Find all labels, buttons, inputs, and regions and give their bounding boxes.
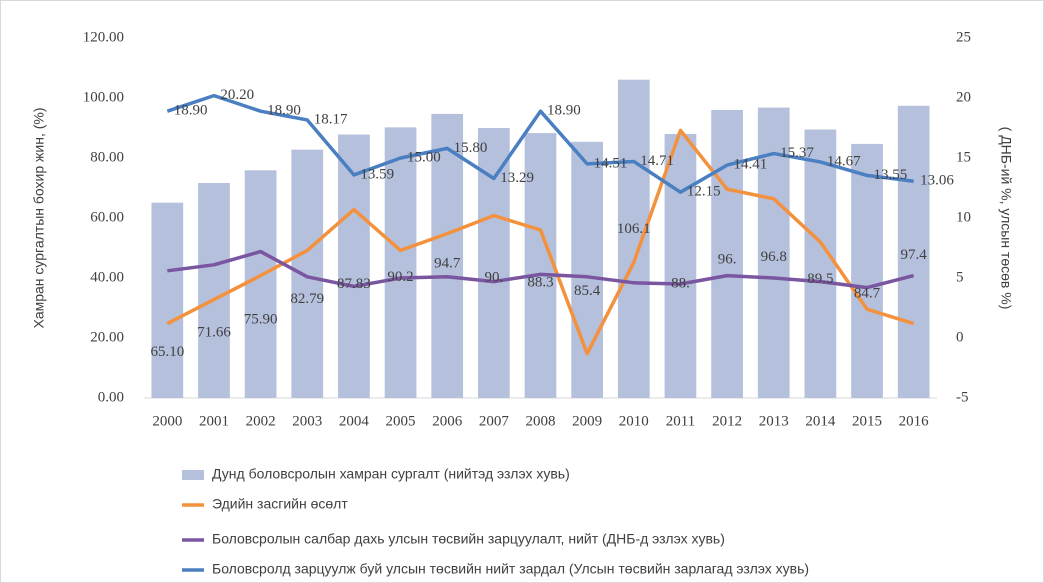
bar	[664, 134, 697, 398]
line-series	[166, 93, 914, 194]
data-label: 15.37	[780, 145, 814, 161]
y2-axis-label: ( ДНБ-ий %, улсын төсөв %)	[998, 127, 1014, 310]
data-label: 14.67	[827, 153, 861, 169]
bar	[897, 105, 930, 399]
data-label: 85.4	[574, 283, 601, 299]
data-label: 71.66	[197, 324, 231, 340]
y-tick-label: 0.00	[98, 389, 124, 405]
data-label: 18.90	[547, 103, 581, 119]
data-label: 13.29	[500, 170, 534, 186]
data-label: 13.55	[873, 167, 907, 183]
y2-tick-label: 15	[956, 149, 971, 165]
bar	[804, 129, 837, 398]
bar	[571, 141, 604, 399]
x-tick-label: 2007	[479, 413, 510, 429]
data-label: 15.00	[407, 149, 441, 165]
data-label: 82.79	[290, 291, 324, 307]
data-label: 14.71	[640, 153, 674, 169]
bar	[384, 127, 417, 399]
data-label: 96.	[718, 251, 737, 267]
x-tick-label: 2011	[666, 413, 695, 429]
data-label: 90.	[484, 269, 503, 285]
bar	[524, 133, 557, 398]
data-label: 18.90	[267, 103, 301, 119]
y2-tick-label: 0	[956, 329, 964, 345]
y2-tick-label: -5	[956, 389, 969, 405]
data-label: 89.5	[807, 271, 833, 287]
data-label: 90.2	[387, 269, 413, 285]
bar	[198, 183, 230, 398]
data-label: 14.51	[594, 155, 628, 171]
y2-tick-label: 5	[956, 269, 964, 285]
data-label: 88.	[671, 275, 690, 291]
y-tick-label: 80.00	[90, 149, 124, 165]
bar	[431, 113, 464, 399]
data-label: 96.8	[761, 249, 787, 265]
y-tick-label: 40.00	[90, 269, 124, 285]
bar	[244, 170, 277, 398]
bar	[338, 134, 370, 398]
bar	[151, 202, 184, 398]
x-tick-label: 2004	[339, 413, 370, 429]
data-label: 15.80	[454, 140, 488, 156]
bar	[477, 128, 510, 398]
data-label: 65.10	[150, 344, 184, 360]
bar	[851, 143, 883, 398]
x-tick-label: 2015	[852, 413, 882, 429]
y2-tick-label: 25	[956, 29, 971, 45]
y2-tick-label: 10	[956, 209, 971, 225]
data-label: 12.15	[687, 184, 721, 200]
legend-label: Эдийн засгийн өсөлт	[212, 496, 348, 512]
y-axis-label: Хамран сургалтын бохир жин, (%)	[31, 107, 47, 328]
data-label: 18.90	[174, 103, 208, 119]
line-series	[167, 249, 915, 290]
x-tick-label: 2001	[199, 413, 229, 429]
legend-label: Дунд боловсролын хамран сургалт (нийтэд …	[212, 466, 570, 482]
y2-tick-label: 20	[956, 89, 971, 105]
bar	[711, 110, 743, 398]
x-tick-label: 2002	[246, 413, 276, 429]
x-tick-label: 2013	[759, 413, 789, 429]
x-tick-label: 2016	[899, 413, 930, 429]
x-tick-label: 2014	[805, 413, 836, 429]
legend-label: Боловсролын салбар дахь улсын төсвийн за…	[212, 531, 725, 547]
bar	[291, 149, 324, 398]
y-tick-label: 60.00	[90, 209, 124, 225]
data-label: 94.7	[434, 255, 461, 271]
line-series	[166, 128, 915, 356]
x-tick-label: 2000	[152, 413, 182, 429]
x-tick-label: 2006	[432, 413, 463, 429]
x-tick-label: 2009	[572, 413, 602, 429]
data-label: 88.3	[527, 275, 553, 291]
data-label: 97.4	[901, 247, 928, 263]
data-label: 13.06	[920, 173, 954, 189]
y-tick-label: 100.00	[83, 89, 124, 105]
data-label: 75.90	[244, 312, 278, 328]
data-label: 106.1	[617, 221, 651, 237]
x-tick-label: 2003	[292, 413, 322, 429]
x-tick-label: 2010	[619, 413, 649, 429]
data-label: 87.83	[337, 276, 371, 292]
data-label: 18.17	[314, 111, 348, 127]
y-tick-label: 20.00	[90, 329, 124, 345]
x-tick-label: 2012	[712, 413, 742, 429]
data-label: 20.20	[220, 87, 254, 103]
data-label: 13.59	[360, 166, 394, 182]
x-tick-label: 2005	[386, 413, 416, 429]
x-tick-label: 2008	[526, 413, 556, 429]
y-tick-label: 120.00	[83, 29, 124, 45]
bar	[617, 79, 650, 398]
legend-swatch	[182, 470, 204, 480]
data-label: 14.41	[734, 157, 768, 173]
data-label: 84.7	[854, 285, 881, 301]
legend-label: Боловсролд зарцуулж буй улсын төсвийн ни…	[212, 561, 809, 577]
